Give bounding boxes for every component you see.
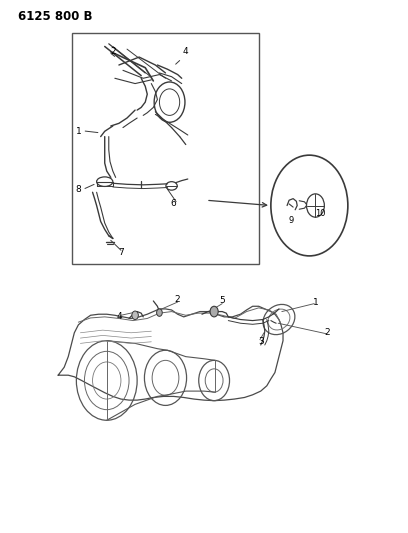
Text: 3: 3 xyxy=(258,337,264,346)
Text: 10: 10 xyxy=(315,209,326,218)
Circle shape xyxy=(210,306,218,317)
Text: 5: 5 xyxy=(220,296,225,305)
Text: 4: 4 xyxy=(116,312,122,321)
Text: 1: 1 xyxy=(313,298,318,307)
Text: 6: 6 xyxy=(171,199,177,208)
Text: 2: 2 xyxy=(175,295,180,304)
Text: 2: 2 xyxy=(325,328,330,337)
Text: 9: 9 xyxy=(288,216,294,225)
Text: 7: 7 xyxy=(118,248,124,257)
Text: 8: 8 xyxy=(75,185,81,194)
Circle shape xyxy=(132,311,138,319)
Bar xyxy=(72,33,259,264)
Text: 1: 1 xyxy=(75,127,81,136)
Circle shape xyxy=(157,309,162,317)
Text: 6125 800 B: 6125 800 B xyxy=(18,10,92,23)
Text: 2: 2 xyxy=(110,47,115,56)
Text: 4: 4 xyxy=(183,47,188,56)
